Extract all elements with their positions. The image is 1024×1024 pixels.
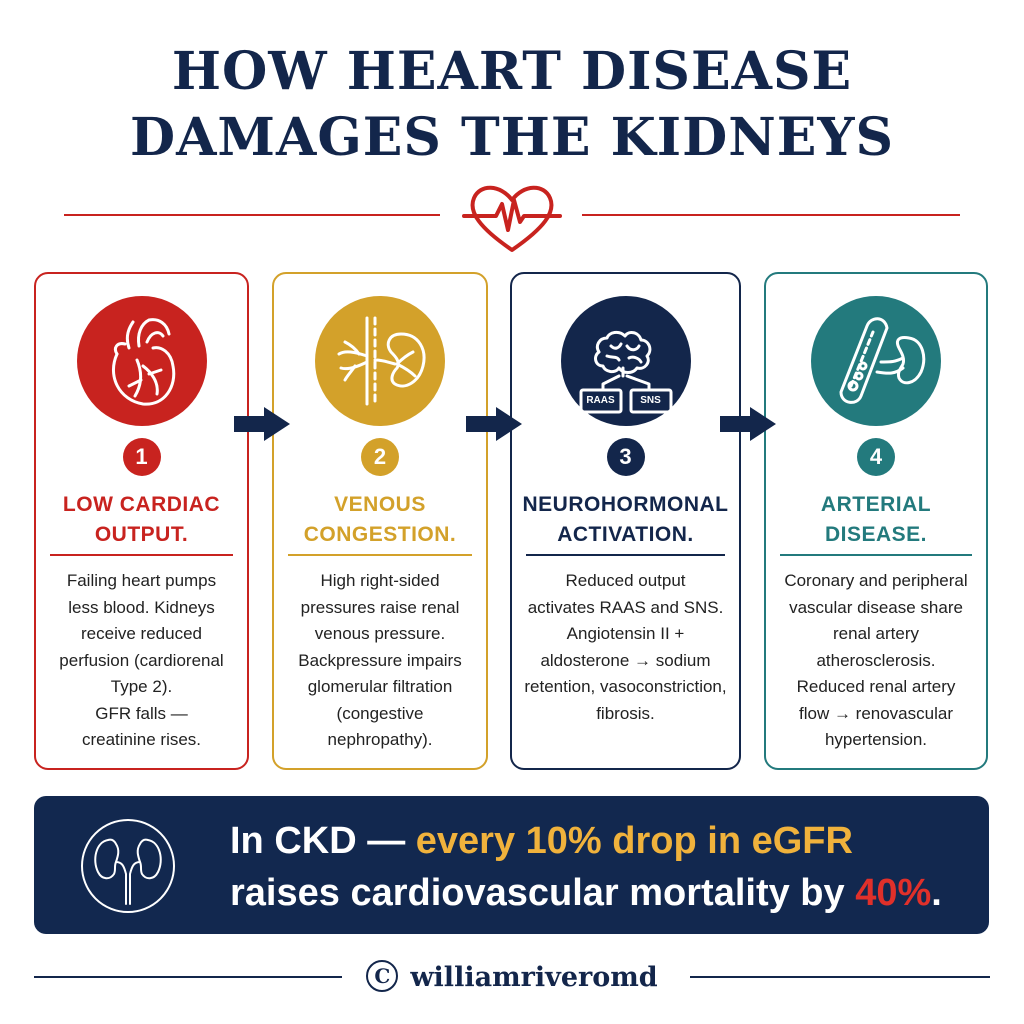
step-card-3: RAAS SNS 3 NEUROHORMONAL ACTIVATION. Red… bbox=[510, 272, 741, 770]
step-heading-line: DISEASE. bbox=[824, 523, 928, 546]
step-description: Failing heart pumps less blood. Kidneys … bbox=[46, 568, 237, 754]
raas-label: RAAS bbox=[586, 395, 615, 406]
description-line: aldosterone → sodium bbox=[540, 650, 711, 670]
description-line: Failing heart pumps bbox=[66, 571, 217, 590]
description-line: perfusion (cardiorenal bbox=[59, 650, 224, 670]
step-number-badge: 4 bbox=[857, 438, 895, 476]
description-line: venous pressure. bbox=[314, 624, 446, 643]
step-card-2: 2 VENOUS CONGESTION. High right-sided pr… bbox=[272, 272, 488, 770]
step-divider bbox=[50, 554, 233, 556]
sns-label: SNS bbox=[640, 395, 661, 406]
description-line: fibrosis. bbox=[596, 703, 655, 723]
banner-text: raises cardiovascular mortality by bbox=[230, 872, 856, 914]
step-heading: VENOUS CONGESTION. bbox=[274, 490, 486, 550]
description-line: renal artery bbox=[833, 624, 919, 643]
copyright-icon: C bbox=[366, 959, 399, 992]
description-line: receive reduced bbox=[81, 624, 202, 643]
banner-highlight-gold: every 10% drop in eGFR bbox=[415, 820, 853, 862]
heartbeat-heart-icon bbox=[462, 185, 562, 252]
description-line: creatinine rises. bbox=[81, 730, 202, 749]
description-line: activates RAAS and SNS. bbox=[527, 597, 724, 617]
title-divider-right bbox=[582, 214, 960, 216]
step-heading-line: ACTIVATION. bbox=[557, 523, 694, 546]
key-fact-banner: In CKD — every 10% drop in eGFR raises c… bbox=[34, 796, 989, 934]
step-heading: LOW CARDIAC OUTPUT. bbox=[36, 490, 247, 550]
step-divider bbox=[780, 554, 972, 556]
description-line: nephropathy). bbox=[327, 730, 433, 749]
author-handle: williamriveromd bbox=[410, 962, 658, 993]
description-line: vascular disease share bbox=[789, 597, 963, 617]
banner-text: . bbox=[931, 872, 942, 914]
step-heading-line: ARTERIAL bbox=[820, 493, 932, 516]
step-number-badge: 2 bbox=[361, 438, 399, 476]
step-1-icon-circle bbox=[76, 296, 207, 426]
description-line: glomerular filtration bbox=[307, 677, 453, 696]
arrow-right-icon bbox=[234, 407, 290, 441]
footer-divider-right bbox=[690, 976, 990, 978]
artery-plaque-icon bbox=[839, 317, 926, 404]
step-card-1: 1 LOW CARDIAC OUTPUT. Failing heart pump… bbox=[34, 272, 249, 770]
step-heading-line: NEUROHORMONAL bbox=[522, 493, 729, 516]
page-title-line-2: DAMAGES THE KIDNEYS bbox=[129, 107, 895, 168]
title-divider-left bbox=[64, 214, 440, 216]
description-line: Type 2). bbox=[110, 677, 173, 696]
description-line: atherosclerosis. bbox=[816, 650, 936, 670]
description-line: less blood. Kidneys bbox=[68, 597, 215, 617]
description-line: Coronary and peripheral bbox=[784, 571, 968, 590]
description-line: Angiotensin II + bbox=[566, 624, 685, 643]
step-divider bbox=[288, 554, 472, 556]
arrow-right-icon bbox=[466, 407, 522, 441]
step-heading-line: LOW CARDIAC bbox=[62, 493, 221, 516]
description-line: Backpressure impairs bbox=[298, 650, 462, 670]
brain-icon bbox=[579, 330, 672, 414]
description-line: hypertension. bbox=[824, 730, 928, 749]
description-line: GFR falls — bbox=[95, 703, 188, 723]
step-description: Coronary and peripheral vascular disease… bbox=[776, 568, 976, 754]
step-heading-line: OUTPUT. bbox=[94, 523, 189, 546]
description-line: High right-sided bbox=[320, 571, 440, 590]
step-number-badge: 1 bbox=[122, 438, 161, 476]
description-line: Reduced output bbox=[565, 571, 686, 590]
step-heading: NEUROHORMONAL ACTIVATION. bbox=[512, 490, 739, 550]
step-divider bbox=[526, 554, 725, 556]
description-line: pressures raise renal bbox=[300, 597, 460, 617]
banner-line-1: In CKD — every 10% drop in eGFR bbox=[230, 818, 853, 864]
step-description: Reduced output activates RAAS and SNS. A… bbox=[522, 568, 729, 727]
step-2-icon-circle bbox=[315, 296, 445, 426]
description-line: Reduced renal artery bbox=[796, 677, 956, 696]
footer-divider-left bbox=[34, 976, 342, 978]
step-heading-line: VENOUS bbox=[334, 493, 426, 516]
step-3-icon-circle: RAAS SNS bbox=[560, 296, 691, 426]
description-line: flow → renovascular bbox=[798, 703, 953, 723]
step-4-icon-circle bbox=[811, 296, 941, 426]
banner-highlight-red: 40% bbox=[855, 872, 932, 914]
description-line: (congestive bbox=[336, 703, 424, 723]
step-heading: ARTERIAL DISEASE. bbox=[766, 490, 986, 550]
step-description: High right-sided pressures raise renal v… bbox=[284, 568, 476, 754]
page-title-line-1: HOW HEART DISEASE bbox=[171, 41, 853, 102]
step-number-badge: 3 bbox=[606, 438, 645, 476]
banner-line-2: raises cardiovascular mortality by 40%. bbox=[230, 870, 942, 916]
kidney-icon bbox=[81, 819, 175, 913]
heart-anatomy-icon bbox=[111, 318, 175, 406]
step-heading-line: CONGESTION. bbox=[303, 523, 457, 546]
step-card-4: 4 ARTERIAL DISEASE. Coronary and periphe… bbox=[764, 272, 988, 770]
description-line: retention, vasoconstriction, bbox=[524, 677, 727, 696]
arrow-right-icon bbox=[720, 407, 776, 441]
banner-text: In CKD — bbox=[230, 820, 416, 862]
vein-kidney-icon bbox=[337, 316, 426, 406]
